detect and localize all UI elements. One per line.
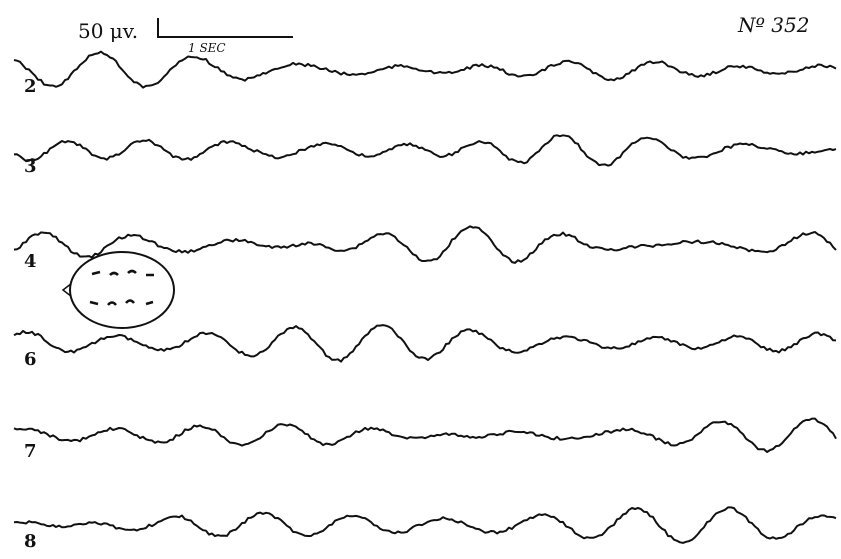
eeg-trace [14,419,836,452]
channel-label: 8 [24,531,37,552]
channel-label: 6 [24,349,37,370]
channel-label: 2 [24,76,37,97]
time-scale-label: 1 SEC [188,41,226,55]
record-number: Nº 352 [737,13,809,37]
head-diagram [63,252,174,328]
eeg-trace [14,135,836,165]
eeg-trace [14,52,836,88]
eeg-trace [14,325,836,362]
eeg-figure: 50 μv. 1 SEC Nº 352 234678 [0,0,841,559]
eeg-trace [14,507,836,543]
channel-label: 4 [24,251,37,272]
scale-bar [158,18,293,37]
channel-label: 7 [24,441,37,462]
amplitude-scale-label: 50 μv. [78,19,138,43]
